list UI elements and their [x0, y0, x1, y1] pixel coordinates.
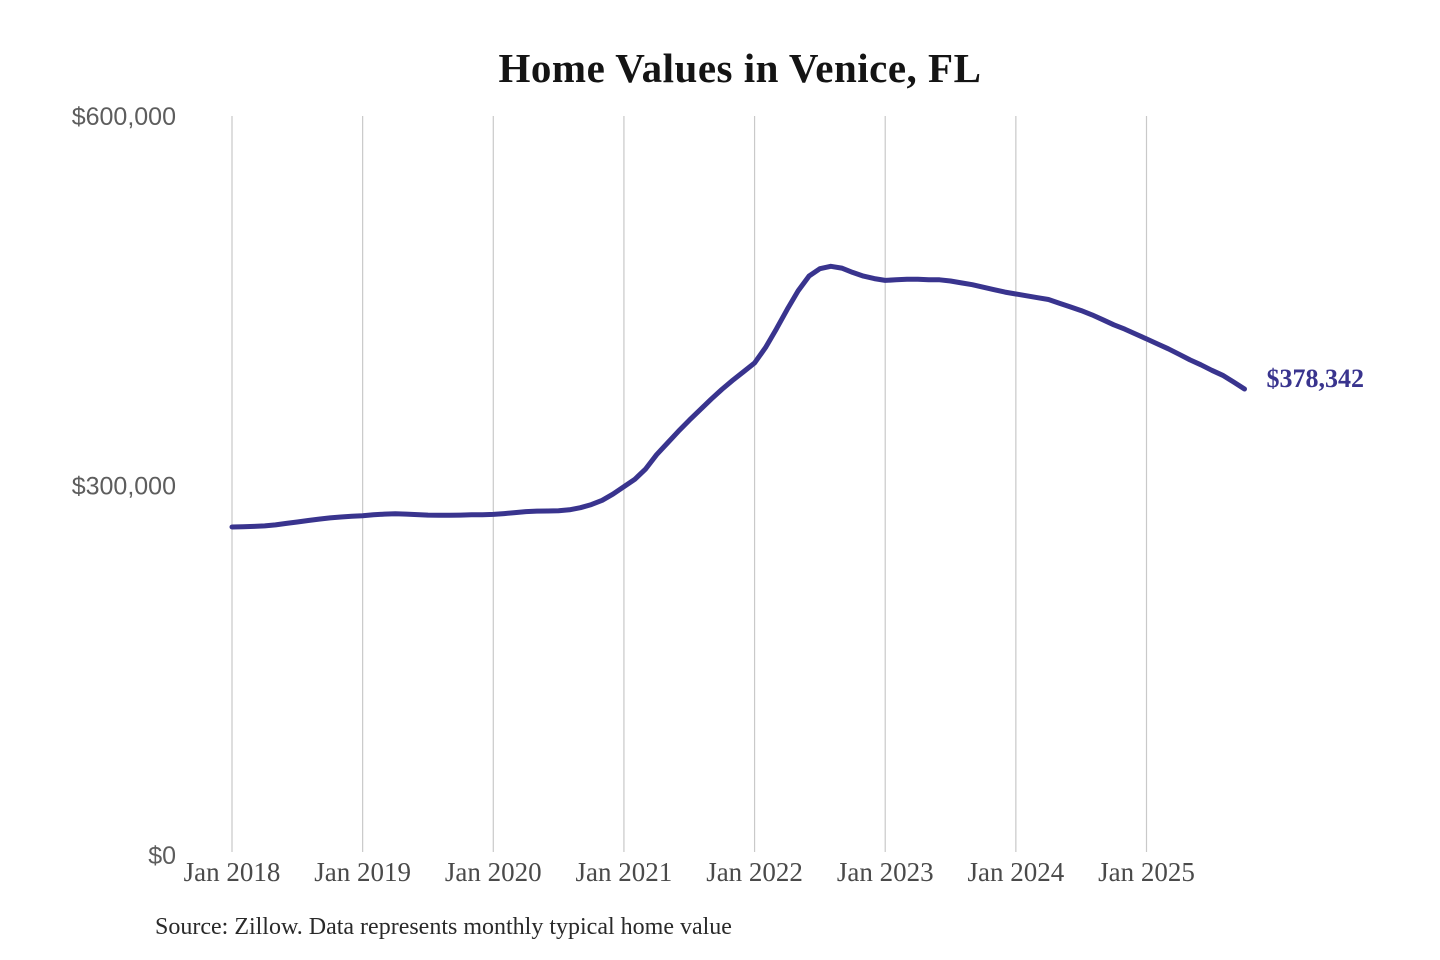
- x-axis-tick-label: Jan 2025: [1098, 857, 1195, 887]
- y-axis-tick-label: $300,000: [72, 473, 176, 501]
- home-value-series-line: [229, 263, 1247, 530]
- y-axis-labels-group: $600,000 $300,000 $0: [72, 103, 176, 870]
- last-value-label: $378,342: [1266, 364, 1364, 393]
- x-axis-tick-label: Jan 2023: [837, 857, 934, 887]
- y-axis-tick-label: $600,000: [72, 103, 176, 131]
- x-axis-tick-label: Jan 2019: [314, 857, 411, 887]
- x-axis-tick-label: Jan 2020: [445, 857, 542, 887]
- x-axis-tick-label: Jan 2021: [576, 857, 673, 887]
- gridlines-group: [231, 116, 1148, 852]
- series-group: [229, 263, 1247, 530]
- x-axis-tick-label: Jan 2018: [184, 857, 281, 887]
- x-axis-tick-label: Jan 2022: [706, 857, 803, 887]
- x-axis-labels-group: Jan 2018 Jan 2019 Jan 2020 Jan 2021 Jan 2022…: [184, 857, 1195, 887]
- x-axis-tick-label: Jan 2024: [967, 857, 1064, 887]
- y-axis-tick-label: $0: [148, 842, 176, 870]
- source-note: Source: Zillow. Data represents monthly …: [155, 914, 732, 940]
- chart-title: Home Values in Venice, FL: [498, 45, 982, 91]
